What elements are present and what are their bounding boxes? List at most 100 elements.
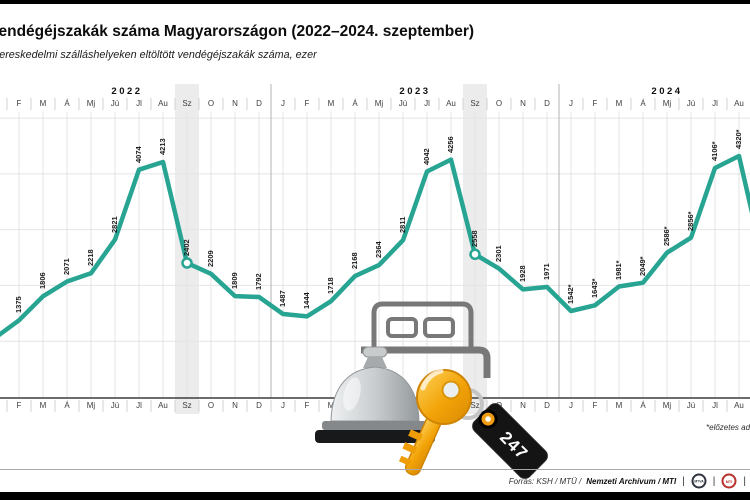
- value-label: 4213: [158, 138, 167, 155]
- value-label: 2071: [62, 257, 71, 275]
- month-label-top: Mj: [86, 99, 96, 108]
- month-label-top: N: [232, 99, 238, 108]
- value-label: 1718: [326, 277, 335, 295]
- month-label-bottom: F: [16, 401, 22, 410]
- month-label-bottom: Mj: [662, 401, 672, 410]
- month-label-top: F: [592, 99, 598, 108]
- svg-text:MTVA: MTVA: [694, 480, 704, 484]
- month-label-top: Mj: [374, 99, 384, 108]
- value-label: 2586*: [662, 226, 671, 246]
- value-label: 2301: [494, 244, 503, 262]
- month-label-bottom: Jl: [136, 401, 142, 410]
- month-label-top: N: [520, 99, 526, 108]
- month-label-bottom: Jú: [110, 401, 120, 410]
- month-label-bottom: M: [327, 401, 335, 410]
- month-label-bottom: J: [569, 401, 573, 410]
- month-label-top: Jú: [110, 99, 120, 108]
- month-label-top: F: [304, 99, 310, 108]
- value-label: 1643*: [590, 278, 599, 299]
- month-label-bottom: F: [304, 401, 310, 410]
- month-label-bottom: J: [0, 401, 7, 410]
- month-label-bottom: F: [592, 401, 598, 410]
- month-label-top: Á: [64, 99, 70, 108]
- year-label: 2023: [399, 86, 431, 97]
- month-label-bottom: Au: [446, 401, 456, 410]
- value-label: 2168: [350, 252, 359, 270]
- svg-text:MTI: MTI: [726, 480, 733, 484]
- month-label-top: M: [615, 99, 623, 108]
- source-text: Forrás: KSH / MTÜ /: [508, 476, 582, 486]
- page-subtitle: Kereskedelmi szálláshelyeken eltöltött v…: [0, 49, 317, 61]
- mti-logo-icon: MTI: [721, 473, 737, 489]
- value-label: 2558: [470, 230, 479, 248]
- month-label-bottom: Jl: [424, 401, 430, 410]
- month-label-bottom: M: [615, 401, 623, 410]
- month-label-bottom: O: [207, 401, 215, 410]
- month-label-bottom: Jú: [686, 401, 696, 410]
- value-label: 1375: [14, 296, 23, 314]
- month-label-top: Jl: [136, 99, 142, 108]
- month-label-bottom: N: [232, 401, 238, 410]
- month-label-top: M: [327, 99, 335, 108]
- footer-separator: |: [712, 475, 716, 487]
- month-label-top: Jú: [398, 99, 408, 108]
- month-label-bottom: M: [39, 401, 47, 410]
- footer-separator: |: [682, 475, 685, 487]
- bottom-border-bar: [0, 492, 750, 500]
- month-label-bottom: O: [495, 401, 503, 410]
- value-label: 2811: [398, 216, 407, 234]
- month-label-top: M: [39, 99, 47, 108]
- month-label-bottom: Mj: [86, 401, 96, 410]
- value-label: 4106*: [710, 141, 719, 161]
- value-label: 2364: [374, 241, 383, 259]
- value-label: 4042: [422, 147, 431, 165]
- september-marker: [181, 257, 193, 269]
- value-label: 2209: [206, 250, 215, 267]
- month-label-top: Jl: [424, 99, 430, 108]
- month-label-top: Mj: [662, 99, 672, 108]
- month-label-top: D: [256, 99, 262, 108]
- month-label-top: Jú: [686, 99, 696, 108]
- month-label-bottom: N: [520, 401, 526, 410]
- value-label: 1792: [254, 273, 263, 290]
- year-label: 2022: [111, 86, 143, 97]
- value-label: 1981*: [614, 259, 623, 280]
- year-label: 2024: [651, 86, 683, 97]
- value-label: 2218: [86, 249, 95, 267]
- month-label-top: J: [281, 99, 285, 108]
- month-label-top: F: [16, 99, 22, 108]
- value-label: 4074: [134, 146, 143, 163]
- month-label-top: Au: [446, 99, 456, 108]
- month-label-bottom: Jú: [398, 401, 408, 410]
- month-label-top: Au: [158, 99, 168, 108]
- month-label-top: O: [495, 99, 503, 108]
- month-label-bottom: Sz: [470, 401, 480, 410]
- value-label: 2402: [182, 239, 191, 256]
- value-label: 1928: [518, 265, 527, 283]
- value-label: 2821: [110, 215, 119, 233]
- month-label-top: D: [544, 99, 550, 108]
- month-label-bottom: Mj: [374, 401, 384, 410]
- month-label-top: Á: [640, 99, 646, 108]
- value-label: 1971: [542, 263, 551, 280]
- page-title: Vendégéjszakák száma Magyarországon (202…: [0, 23, 475, 40]
- month-label-top: O: [207, 99, 215, 108]
- preliminary-data-footnote: *előzetes adatok: [706, 423, 750, 432]
- footer-separator: |: [743, 475, 746, 487]
- month-label-bottom: Á: [64, 401, 70, 410]
- month-label-top: Á: [352, 99, 358, 108]
- value-label: 1809: [230, 272, 239, 290]
- september-marker: [469, 248, 481, 261]
- month-label-top: J: [0, 99, 7, 108]
- month-label-bottom: D: [256, 401, 262, 410]
- value-label: 1487: [278, 290, 287, 307]
- value-label: 1444: [302, 292, 311, 310]
- month-label-bottom: Sz: [182, 401, 192, 410]
- month-label-top: Sz: [182, 99, 192, 108]
- month-label-bottom: J: [281, 401, 285, 410]
- value-label: 2049*: [638, 256, 647, 276]
- value-label: 4256: [446, 135, 455, 153]
- guest-nights-line: [0, 153, 750, 338]
